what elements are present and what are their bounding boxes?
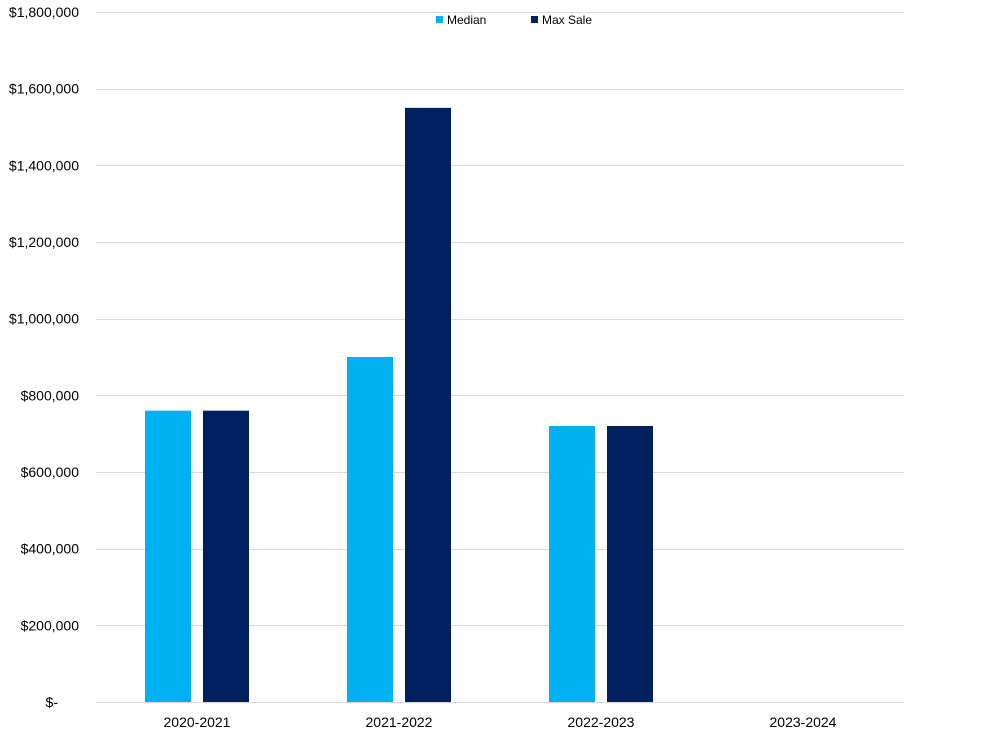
y-tick-label: $1,800,000 xyxy=(9,4,79,20)
y-axis-tick-labels: $- $200,000 $400,000 $600,000 $800,000 $1,000… xyxy=(9,4,79,710)
bar-median xyxy=(549,426,595,702)
legend-swatch xyxy=(436,16,443,23)
legend-label: Median xyxy=(447,13,486,27)
legend-label: Max Sale xyxy=(542,13,592,27)
y-tick-label: $1,400,000 xyxy=(9,157,79,173)
x-tick-label: 2021-2022 xyxy=(366,714,433,730)
legend-swatch xyxy=(531,16,538,23)
y-tick-label: $200,000 xyxy=(21,617,80,633)
y-tick-label: $400,000 xyxy=(21,541,80,557)
y-tick-label: $1,600,000 xyxy=(9,81,79,97)
bars xyxy=(145,107,653,703)
bar-max-sale xyxy=(405,107,451,703)
x-tick-label: 2020-2021 xyxy=(164,714,231,730)
x-axis-tick-labels: 2020-2021 2021-2022 2022-2023 2023-2024 xyxy=(164,714,837,730)
y-tick-label: $1,200,000 xyxy=(9,234,79,250)
legend: Median Max Sale xyxy=(436,13,592,27)
y-tick-label: $- xyxy=(46,694,59,710)
bar-median xyxy=(347,357,393,702)
bar-max-sale xyxy=(203,410,249,702)
y-tick-label: $1,000,000 xyxy=(9,311,79,327)
y-tick-label: $600,000 xyxy=(21,464,80,480)
x-tick-label: 2023-2024 xyxy=(770,714,837,730)
y-tick-label: $800,000 xyxy=(21,387,80,403)
bar-median xyxy=(145,410,191,702)
bar-max-sale xyxy=(607,426,653,702)
x-tick-label: 2022-2023 xyxy=(568,714,635,730)
